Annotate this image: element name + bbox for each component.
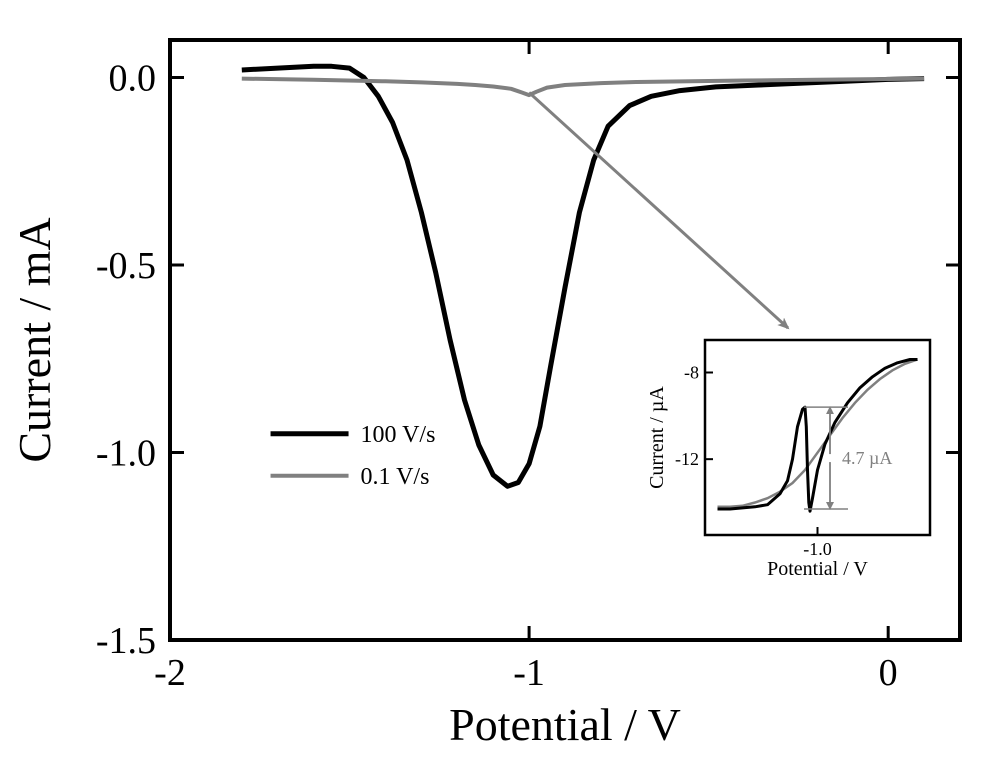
y-tick-label: -0.5 [96, 245, 156, 287]
inset-y-label: Current / µA [646, 386, 668, 489]
callout-arrow [529, 93, 788, 329]
y-tick-label: 0.0 [109, 58, 157, 100]
x-axis-label: Potential / V [449, 699, 681, 750]
inset-x-tick-label: -1.0 [803, 539, 832, 559]
inset-anno-label: 4.7 µA [842, 448, 892, 468]
x-tick-label: 0 [879, 652, 898, 694]
inset-y-tick-label: -8 [684, 363, 699, 383]
legend-label: 100 V/s [361, 422, 436, 448]
arrow-icon [529, 93, 788, 329]
inset-x-label: Potential / V [767, 558, 868, 580]
x-tick-label: -2 [154, 652, 186, 694]
y-tick-label: -1.5 [96, 620, 156, 662]
figure: -2 -1 0 -1.5 -1.0 -0.5 0.0 Potential / V Current… [0, 0, 1000, 780]
inset-chart: -1.0 -12 -8 Potential / V Current / µA 4.7 µA [640, 330, 940, 580]
y-axis-label: Current / mA [9, 217, 60, 462]
legend-label: 0.1 V/s [361, 464, 430, 490]
inset-y-tick-label: -12 [675, 449, 699, 469]
figure-svg: -2 -1 0 -1.5 -1.0 -0.5 0.0 Potential / V Current… [0, 0, 1000, 780]
x-tick-label: -1 [513, 652, 545, 694]
series-1 [242, 79, 924, 96]
y-tick-label: -1.0 [96, 433, 156, 475]
